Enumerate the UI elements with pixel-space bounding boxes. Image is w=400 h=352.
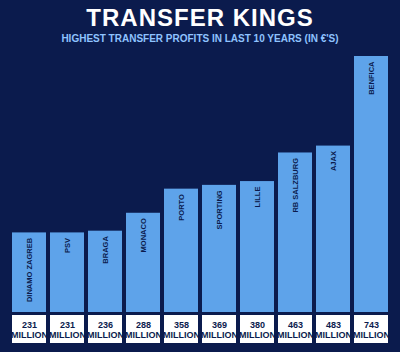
svg-text:231MILLION: 231MILLION [11, 320, 48, 340]
svg-text:463MILLION: 463MILLION [277, 320, 314, 340]
html-text:HIGHEST TRANSFER PROFITS IN LA: HIGHEST TRANSFER PROFITS IN LAST 10 YEAR… [61, 33, 339, 44]
svg-text:BENFICA: BENFICA [367, 61, 376, 95]
svg-text:PSV: PSV [63, 238, 72, 253]
svg-text:483MILLION: 483MILLION [315, 320, 352, 340]
svg-text:369MILLION: 369MILLION [201, 320, 238, 340]
svg-text:DINAMO ZAGREB: DINAMO ZAGREB [25, 237, 34, 302]
svg-text:PORTO: PORTO [177, 194, 186, 221]
svg-text:LILLE: LILLE [253, 187, 262, 208]
svg-text:380MILLION: 380MILLION [239, 320, 276, 340]
svg-text:358MILLION: 358MILLION [163, 320, 200, 340]
svg-text:236MILLION: 236MILLION [87, 320, 124, 340]
html-text:TRANSFER KINGS: TRANSFER KINGS [86, 4, 314, 31]
svg-text:SPORTING: SPORTING [215, 190, 224, 229]
svg-text:743MILLION: 743MILLION [353, 320, 390, 340]
svg-text:288MILLION: 288MILLION [125, 320, 162, 340]
svg-text:AJAX: AJAX [329, 151, 338, 171]
svg-text:RB SALZBURG: RB SALZBURG [291, 158, 300, 213]
svg-text:231MILLION: 231MILLION [49, 320, 86, 340]
svg-text:BRAGA: BRAGA [101, 236, 110, 264]
svg-text:MONACO: MONACO [139, 218, 148, 252]
